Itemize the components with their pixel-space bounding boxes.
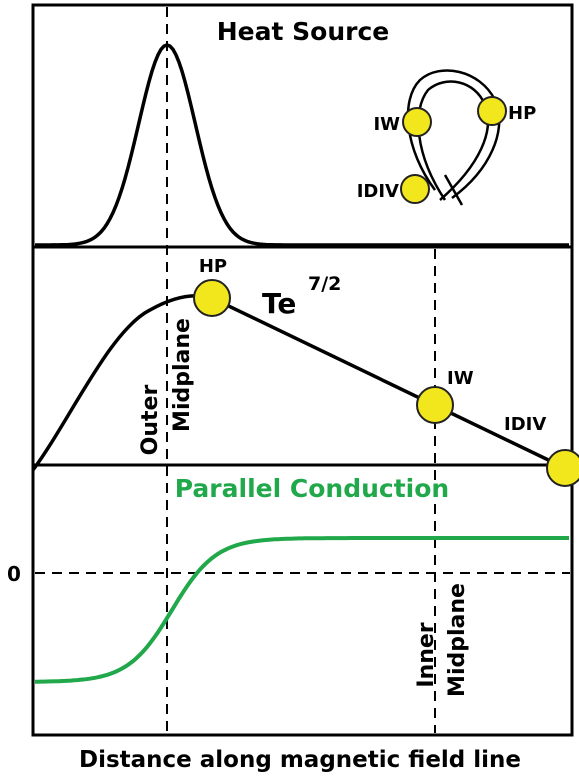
divertor-leg — [443, 174, 464, 206]
outer-label: Outer — [138, 385, 163, 456]
panel-title: Parallel Conduction — [175, 474, 449, 503]
inset-label: IW — [373, 114, 400, 135]
idiv-point — [400, 174, 430, 204]
point-label: IW — [447, 368, 474, 389]
panel-title: Heat Source — [217, 17, 390, 46]
inner-label: Midplane — [445, 583, 470, 697]
frame — [31, 3, 574, 737]
conduction-curve — [35, 536, 569, 684]
inner-label: Inner — [414, 622, 439, 687]
te-symbol: Te — [262, 287, 296, 320]
inset-label: HP — [508, 103, 536, 124]
iw-point — [416, 386, 454, 424]
inset-label: IDIV — [357, 181, 399, 202]
zero-label: 0 — [7, 562, 21, 586]
hp-point — [193, 279, 231, 317]
heat-source-curve — [35, 43, 569, 247]
te-exponent: 7/2 — [308, 273, 341, 295]
inset: IW HP IDIV — [357, 69, 536, 206]
point-label: HP — [199, 256, 227, 277]
hp-point — [477, 96, 507, 126]
idiv-point — [546, 449, 579, 487]
outer-label: Midplane — [170, 318, 195, 432]
point-label: IDIV — [504, 414, 546, 435]
x-axis-label: Distance along magnetic field line — [79, 747, 521, 773]
temperature-curve — [31, 294, 566, 472]
iw-point — [402, 107, 432, 137]
flux-surface — [417, 80, 490, 201]
